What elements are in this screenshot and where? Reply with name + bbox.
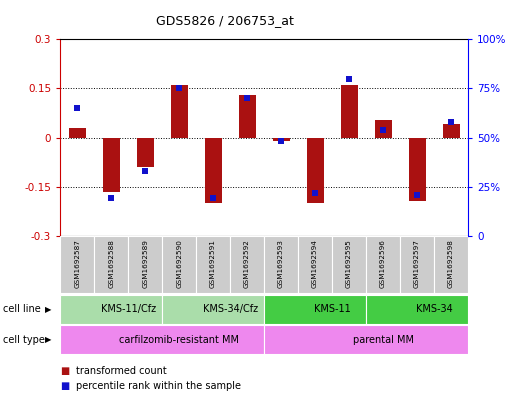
Text: KMS-34: KMS-34: [416, 305, 452, 314]
Bar: [306, 138, 324, 203]
Bar: [230, 236, 264, 293]
Bar: [128, 236, 162, 293]
Text: parental MM: parental MM: [353, 334, 414, 345]
Text: carfilzomib-resistant MM: carfilzomib-resistant MM: [119, 334, 239, 345]
Bar: [170, 85, 188, 138]
Bar: [94, 236, 128, 293]
Bar: [238, 95, 256, 138]
Bar: [366, 236, 400, 293]
Text: GSM1692587: GSM1692587: [74, 239, 80, 288]
Point: [73, 105, 82, 111]
Bar: [374, 119, 392, 138]
Point: [413, 191, 422, 198]
Bar: [298, 236, 332, 293]
Bar: [400, 236, 434, 293]
Text: GSM1692594: GSM1692594: [312, 239, 318, 288]
Bar: [204, 138, 222, 203]
Text: ■: ■: [60, 381, 70, 391]
Text: GSM1692593: GSM1692593: [278, 239, 284, 288]
Bar: [162, 295, 264, 324]
Text: GSM1692592: GSM1692592: [244, 239, 250, 288]
Text: GSM1692595: GSM1692595: [346, 239, 352, 288]
Bar: [434, 236, 468, 293]
Bar: [442, 125, 460, 138]
Bar: [264, 325, 468, 354]
Text: GSM1692588: GSM1692588: [108, 239, 114, 288]
Text: cell type: cell type: [3, 334, 44, 345]
Bar: [366, 295, 468, 324]
Text: GSM1692589: GSM1692589: [142, 239, 148, 288]
Text: ▶: ▶: [46, 305, 52, 314]
Text: GSM1692596: GSM1692596: [380, 239, 386, 288]
Point: [243, 95, 252, 101]
Text: GDS5826 / 206753_at: GDS5826 / 206753_at: [156, 14, 294, 27]
Bar: [60, 325, 264, 354]
Text: KMS-11/Cfz: KMS-11/Cfz: [100, 305, 156, 314]
Text: percentile rank within the sample: percentile rank within the sample: [76, 381, 241, 391]
Bar: [69, 128, 86, 138]
Bar: [340, 85, 358, 138]
Bar: [196, 236, 230, 293]
Bar: [103, 138, 120, 191]
Bar: [264, 236, 298, 293]
Text: GSM1692591: GSM1692591: [210, 239, 216, 288]
Text: GSM1692590: GSM1692590: [176, 239, 182, 288]
Text: KMS-34/Cfz: KMS-34/Cfz: [202, 305, 258, 314]
Point: [311, 189, 320, 196]
Point: [107, 195, 116, 202]
Bar: [60, 295, 162, 324]
Point: [345, 75, 354, 82]
Bar: [408, 138, 426, 201]
Text: KMS-11: KMS-11: [314, 305, 350, 314]
Bar: [272, 138, 290, 141]
Point: [379, 127, 388, 133]
Text: GSM1692597: GSM1692597: [414, 239, 420, 288]
Bar: [332, 236, 366, 293]
Bar: [264, 295, 366, 324]
Bar: [60, 236, 94, 293]
Point: [175, 85, 184, 92]
Text: ■: ■: [60, 366, 70, 376]
Bar: [162, 236, 196, 293]
Point: [141, 168, 150, 174]
Point: [447, 119, 456, 125]
Text: GSM1692598: GSM1692598: [448, 239, 454, 288]
Text: cell line: cell line: [3, 305, 40, 314]
Point: [277, 138, 286, 145]
Bar: [137, 138, 154, 167]
Point: [209, 195, 218, 202]
Text: transformed count: transformed count: [76, 366, 167, 376]
Text: ▶: ▶: [46, 335, 52, 344]
